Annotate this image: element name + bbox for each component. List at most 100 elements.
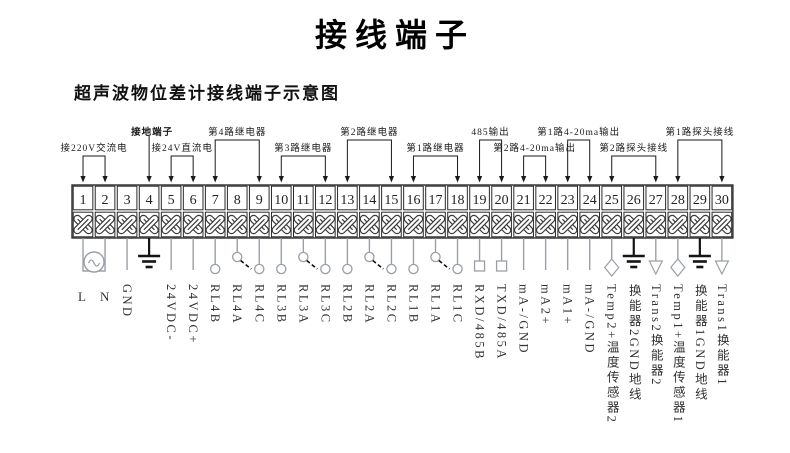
terminal-group: 第1路探头接线 — [665, 126, 733, 183]
terminal-label: RL3C — [318, 284, 333, 325]
terminal-label: mA1+ — [560, 284, 575, 327]
relay-common-icon — [364, 251, 375, 263]
terminal-screw-x-icon — [624, 214, 644, 235]
group-arrowhead-icon — [543, 176, 549, 183]
terminal-screw-x-icon — [315, 214, 336, 235]
relay-contact-icon — [342, 263, 353, 275]
terminal-screw-x-icon — [161, 214, 181, 235]
terminal-label: RL1C — [450, 284, 465, 325]
terminal-number-cell — [491, 185, 512, 211]
terminal-label: RL4C — [252, 284, 267, 325]
terminal-label: RL3B — [274, 284, 289, 325]
relay-contact-icon — [209, 263, 221, 275]
terminal-screw-x-icon — [557, 214, 578, 235]
terminal-number-cell — [623, 185, 645, 211]
terminal-screw-x-icon — [73, 214, 93, 235]
group-arrowhead-icon — [653, 176, 659, 183]
terminal-number: 10 — [274, 193, 288, 208]
group-bracket-line — [611, 155, 657, 176]
terminal-number: 17 — [428, 193, 442, 208]
group-arrowhead-icon — [190, 176, 196, 183]
relay-common-icon — [298, 251, 309, 263]
terminal-screw-x-icon — [668, 214, 688, 235]
terminal-group: 第2路探头接线 — [599, 142, 667, 183]
terminal-number: 16 — [406, 193, 420, 208]
terminal-screw-x-icon — [381, 214, 402, 235]
relay-contact-icon — [452, 263, 463, 275]
terminal-screw-x-icon — [249, 214, 270, 235]
ac-tilde-icon — [87, 259, 101, 267]
group-arrowhead-icon — [410, 176, 417, 183]
group-bracket-line — [567, 139, 591, 176]
terminal-screw-x-icon — [425, 214, 446, 235]
diagram-subtitle: 超声波物位差计接线端子示意图 — [74, 84, 340, 103]
terminal-number: 3 — [124, 193, 131, 208]
terminal-number-cell — [469, 185, 490, 211]
terminal-number-cell — [94, 185, 116, 211]
group-arrowhead-icon — [80, 176, 86, 183]
terminal-number: 18 — [451, 193, 465, 208]
terminal-number-cell — [601, 185, 623, 211]
group-arrowhead-icon — [344, 176, 350, 183]
terminal-group-label: 第1路继电器 — [406, 142, 464, 154]
terminal-group: 第4路继电器 — [208, 126, 265, 183]
group-arrowhead-icon — [388, 176, 395, 183]
terminal-number-cell — [513, 185, 534, 211]
transducer-triangle-icon — [714, 260, 730, 276]
group-bracket-line — [170, 155, 194, 176]
terminal-number-cell — [535, 185, 556, 211]
terminal-number: 20 — [495, 193, 509, 208]
terminal-screw-x-icon — [601, 214, 622, 235]
terminal-number-cell — [204, 185, 226, 211]
terminal-label: RL4A — [230, 284, 245, 326]
terminal-number: 29 — [693, 193, 707, 208]
wire-symbol-layer — [82, 238, 730, 277]
terminal-screw-x-icon — [491, 214, 512, 235]
terminal-strip: 1 2 3 4 5 6 7 8 9 10 11 12 13 14 15 16 17 18 19 20 21 22 23 24 2… — [71, 184, 734, 239]
terminal-label: RL1A — [428, 284, 443, 326]
terminal-number: 30 — [715, 193, 729, 208]
group-bracket-line — [677, 139, 723, 176]
terminal-label: RL1B — [406, 284, 421, 325]
terminal-number: 28 — [671, 193, 685, 208]
terminal-group: 第2路继电器 — [340, 126, 398, 183]
group-arrowhead-icon — [454, 176, 461, 183]
terminal-strip-outline — [71, 184, 734, 239]
group-arrowhead-icon — [587, 176, 593, 183]
relay-contact-icon — [386, 263, 397, 275]
terminal-number-cell — [381, 185, 402, 211]
group-arrowhead-icon — [102, 176, 108, 183]
relay-switch-arm-icon — [372, 259, 384, 270]
group-arrowhead-icon — [146, 176, 152, 183]
top-bracket-layer: 接220V交流电接地端子接24V直流电第4路继电器第3路继电器第2路继电器第1路… — [60, 126, 733, 183]
terminal-number-cell — [226, 185, 248, 211]
terminal-number-cell — [182, 185, 204, 211]
probe-diamond-icon — [603, 258, 620, 277]
terminal-number: 22 — [539, 193, 553, 208]
terminal-screw-x-icon — [403, 214, 424, 235]
probe-diamond-icon — [670, 258, 686, 277]
group-arrowhead-icon — [168, 176, 174, 183]
terminal-label: RL3A — [296, 284, 311, 326]
terminal-number: 24 — [583, 193, 597, 208]
terminal-group: 485输出 — [471, 126, 509, 183]
group-arrowhead-icon — [256, 176, 262, 183]
terminal-screw-x-icon — [690, 214, 710, 235]
terminal-screw-x-icon — [117, 214, 137, 235]
terminal-number: 27 — [649, 193, 663, 208]
terminal-group-label: 接地端子 — [131, 126, 173, 138]
terminal-screw-x-icon — [359, 214, 380, 235]
group-bracket-line — [412, 155, 459, 176]
relay-switch-arm-icon — [306, 259, 318, 270]
terminal-label: RXD/485B — [472, 284, 487, 361]
terminal-number: 7 — [212, 193, 219, 208]
relay-contact-icon — [254, 263, 265, 275]
terminal-number: 8 — [234, 193, 241, 208]
terminal-number: 23 — [561, 193, 575, 208]
terminal-number-cell — [138, 185, 160, 211]
terminal-label: Trans2换能器2 — [648, 284, 663, 388]
terminal-number: 19 — [473, 193, 487, 208]
relay-common-icon — [430, 251, 441, 263]
terminal-number: 12 — [318, 193, 332, 208]
relay-contact-icon — [276, 263, 287, 275]
